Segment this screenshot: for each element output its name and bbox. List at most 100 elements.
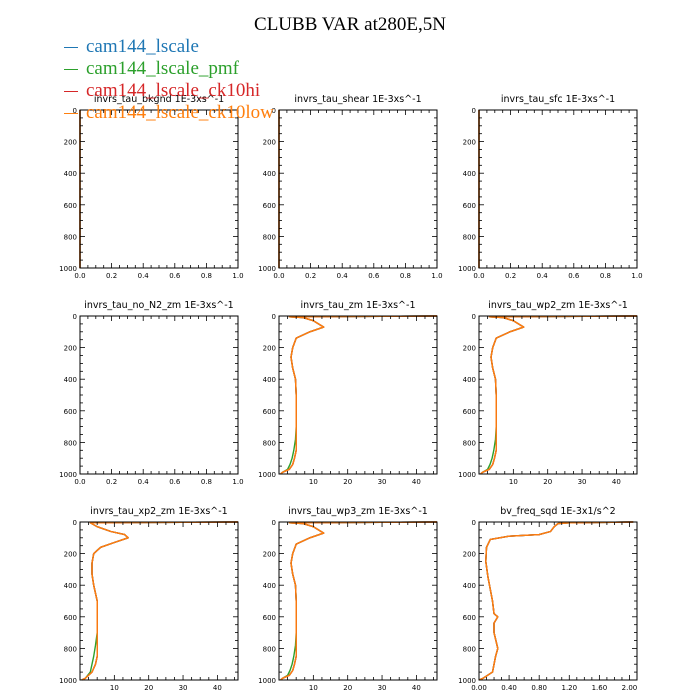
y-tick-label: 1000: [258, 677, 276, 685]
panel: bv_freq_sqd 1E-3x1/s^2020040060080010000…: [458, 506, 638, 692]
legend-swatch: [64, 112, 78, 114]
legend-label: cam144_lscale_ck10hi: [86, 80, 261, 101]
y-tick-label: 800: [64, 233, 77, 241]
series-line: [478, 521, 634, 681]
y-tick-label: 400: [64, 170, 77, 178]
y-tick-label: 0: [73, 519, 77, 527]
y-tick-label: 400: [64, 582, 77, 590]
figure-title: CLUBB VAR at280E,5N: [254, 14, 446, 35]
y-tick-label: 200: [263, 139, 276, 147]
y-tick-label: 1000: [458, 677, 476, 685]
y-tick-label: 600: [463, 614, 476, 622]
x-tick-label: 0.6: [169, 478, 181, 486]
y-tick-label: 600: [263, 408, 276, 416]
series-line: [480, 315, 638, 475]
y-tick-label: 0: [472, 519, 476, 527]
series-line: [280, 521, 438, 681]
x-tick-label: 10: [110, 684, 119, 692]
y-tick-label: 600: [64, 614, 77, 622]
plot-frame: [79, 315, 239, 475]
series-line: [280, 315, 438, 475]
x-tick-label: 30: [179, 684, 188, 692]
y-tick-label: 800: [263, 645, 276, 653]
series-line: [480, 315, 638, 475]
x-tick-label: 1.0: [232, 478, 243, 486]
x-tick-label: 0.2: [106, 272, 117, 280]
x-tick-label: 0.4: [138, 478, 150, 486]
x-tick-label: 10: [509, 478, 518, 486]
y-tick-label: 800: [463, 439, 476, 447]
panel-title: invrs_tau_wp3_zm 1E-3xs^-1: [288, 506, 428, 517]
y-tick-label: 1000: [258, 471, 276, 479]
series-line: [280, 315, 438, 475]
y-tick-label: 400: [263, 376, 276, 384]
legend-swatch: [64, 68, 78, 70]
y-tick-label: 400: [263, 582, 276, 590]
x-tick-label: 0.6: [169, 272, 181, 280]
y-tick-label: 200: [463, 139, 476, 147]
legend-item: cam144_lscale_ck10hi: [64, 80, 274, 102]
plot-frame: [278, 521, 438, 681]
panel: invrs_tau_wp3_zm 1E-3xs^-1 0 200 400 600 800 1…: [258, 506, 438, 692]
plot-frame: [478, 109, 638, 269]
y-tick-label: 600: [64, 408, 77, 416]
y-tick-label: 400: [463, 582, 476, 590]
x-tick-label: 1.60: [592, 684, 608, 692]
x-tick-label: 30: [578, 478, 587, 486]
x-tick-label: 0.4: [537, 272, 549, 280]
y-tick-label: 0: [472, 313, 476, 321]
x-tick-label: 0.8: [600, 272, 611, 280]
legend-label: cam144_lscale_pmf: [86, 58, 240, 79]
legend-swatch: [64, 46, 78, 48]
y-tick-label: 0: [272, 107, 276, 115]
panel-title: invrs_tau_bkgnd 1E-3xs^-1: [94, 94, 224, 105]
y-tick-label: 200: [64, 551, 77, 559]
plot-frame: [278, 109, 438, 269]
series-line: [280, 315, 438, 475]
y-tick-label: 600: [263, 202, 276, 210]
x-tick-label: 1.20: [561, 684, 577, 692]
y-tick-label: 200: [64, 139, 77, 147]
y-tick-label: 600: [263, 614, 276, 622]
x-tick-label: 0.4: [138, 272, 150, 280]
panel-title: invrs_tau_sfc 1E-3xs^-1: [501, 94, 615, 105]
y-tick-label: 600: [463, 408, 476, 416]
y-tick-label: 1000: [458, 471, 476, 479]
panel-title: invrs_tau_shear 1E-3xs^-1: [294, 94, 421, 105]
y-tick-label: 600: [463, 202, 476, 210]
y-tick-label: 1000: [258, 265, 276, 273]
y-tick-label: 0: [272, 313, 276, 321]
series-line: [478, 521, 634, 681]
panel: invrs_tau_wp2_zm 1E-3xs^-1 0 200 400 600 800 1…: [458, 300, 638, 486]
y-tick-label: 200: [64, 345, 77, 353]
panel-title: invrs_tau_wp2_zm 1E-3xs^-1: [488, 300, 628, 311]
panel: invrs_tau_no_N2_zm 1E-3xs^-1 0 200 400 600 80…: [59, 300, 243, 486]
series-line: [478, 521, 634, 681]
plot-frame: [478, 315, 638, 475]
legend: cam144_lscale cam144_lscale_pmf cam144_lsc…: [64, 36, 274, 124]
x-tick-label: 0.8: [201, 478, 212, 486]
x-tick-label: 30: [378, 478, 387, 486]
y-tick-label: 400: [263, 170, 276, 178]
panel-title: invrs_tau_zm 1E-3xs^-1: [301, 300, 416, 311]
y-tick-label: 1000: [59, 677, 77, 685]
y-tick-label: 800: [263, 233, 276, 241]
x-tick-label: 0.0: [74, 478, 85, 486]
y-tick-label: 1000: [59, 265, 77, 273]
panel: invrs_tau_xp2_zm 1E-3xs^-1 0 200 400 600 800 1…: [59, 506, 239, 692]
x-tick-label: 0.8: [400, 272, 411, 280]
x-tick-label: 40: [612, 478, 621, 486]
y-tick-label: 0: [73, 313, 77, 321]
y-tick-label: 200: [463, 551, 476, 559]
x-tick-label: 1.0: [631, 272, 642, 280]
y-tick-label: 400: [64, 376, 77, 384]
panel: invrs_tau_bkgnd 1E-3xs^-1 0 200 400 600 800 10…: [59, 94, 243, 280]
y-tick-label: 0: [272, 519, 276, 527]
x-tick-label: 0.40: [501, 684, 517, 692]
x-tick-label: 2.00: [622, 684, 638, 692]
plot-frame: [278, 315, 438, 475]
legend-item: cam144_lscale: [64, 36, 274, 58]
plot-frame: [478, 521, 638, 681]
x-tick-label: 0.00: [471, 684, 487, 692]
x-tick-label: 0.0: [273, 272, 284, 280]
